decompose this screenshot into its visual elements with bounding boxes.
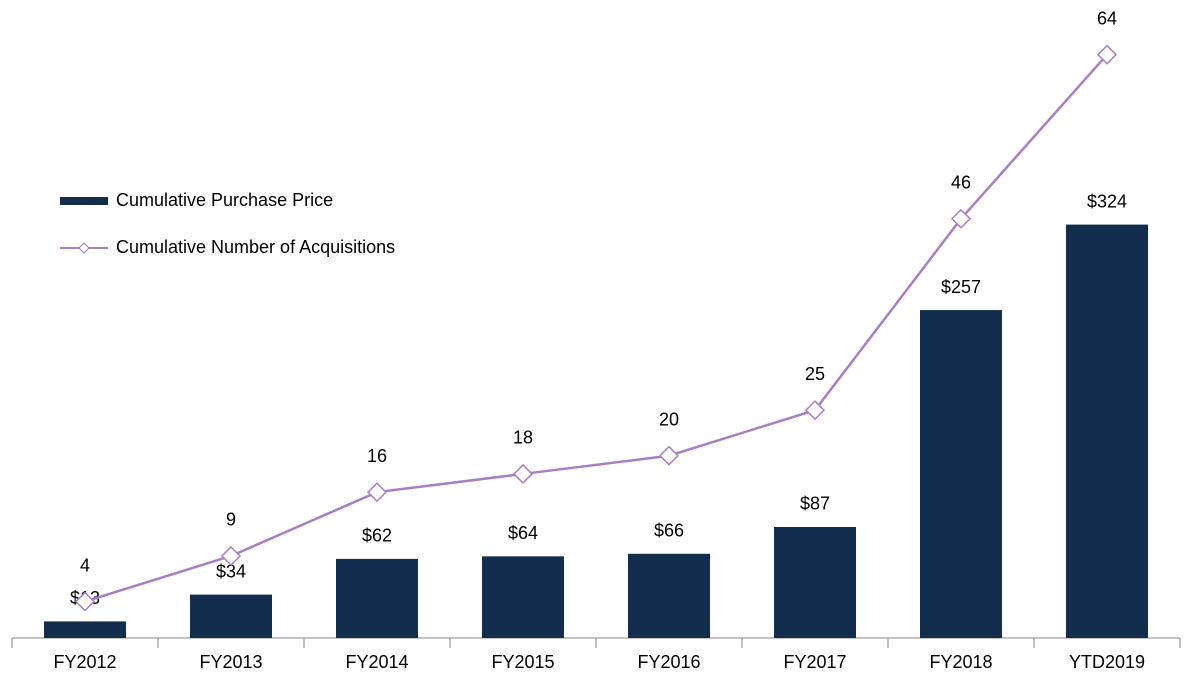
x-tick-label: FY2018 <box>929 652 992 672</box>
line-marker <box>804 400 826 421</box>
line-marker <box>658 445 680 466</box>
line-value-label: 46 <box>951 172 971 192</box>
x-tick-label: FY2012 <box>53 652 116 672</box>
line-marker <box>220 545 242 567</box>
line-value-label: 16 <box>367 446 387 466</box>
bar <box>190 594 272 638</box>
line-value-label: 9 <box>226 510 236 530</box>
line-value-label: 18 <box>513 428 533 448</box>
line-marker <box>512 463 534 485</box>
bar-value-label: $64 <box>508 523 538 543</box>
legend-label: Cumulative Purchase Price <box>116 190 333 210</box>
bar-value-label: $257 <box>941 277 981 297</box>
x-tick-label: FY2016 <box>637 652 700 672</box>
bar <box>774 526 856 638</box>
x-tick-label: FY2014 <box>345 652 408 672</box>
line-value-label: 4 <box>80 555 90 575</box>
line-marker <box>1096 44 1118 65</box>
line-value-label: 20 <box>659 409 679 429</box>
line-marker <box>950 208 972 229</box>
bar <box>628 553 710 638</box>
x-tick-label: FY2017 <box>783 652 846 672</box>
bar <box>482 556 564 638</box>
line-value-label: 25 <box>805 364 825 384</box>
bar <box>44 621 126 638</box>
x-tick-label: FY2015 <box>491 652 554 672</box>
bar <box>336 558 418 638</box>
line-marker <box>74 591 96 612</box>
legend-swatch <box>60 197 108 205</box>
bar-value-label: $324 <box>1087 191 1127 211</box>
line <box>84 53 1108 603</box>
line-value-label: 64 <box>1097 8 1117 28</box>
legend-label: Cumulative Number of Acquisitions <box>116 237 395 257</box>
x-tick-label: FY2013 <box>199 652 262 672</box>
bar-value-label: $62 <box>362 526 392 546</box>
line-marker <box>366 482 388 503</box>
x-tick-label: YTD2019 <box>1069 652 1145 672</box>
legend-marker <box>78 242 90 254</box>
bar-value-label: $66 <box>654 521 684 541</box>
bar <box>1066 224 1148 639</box>
bar <box>920 310 1002 638</box>
bar-value-label: $34 <box>216 561 246 581</box>
bar-value-label: $87 <box>800 494 830 514</box>
